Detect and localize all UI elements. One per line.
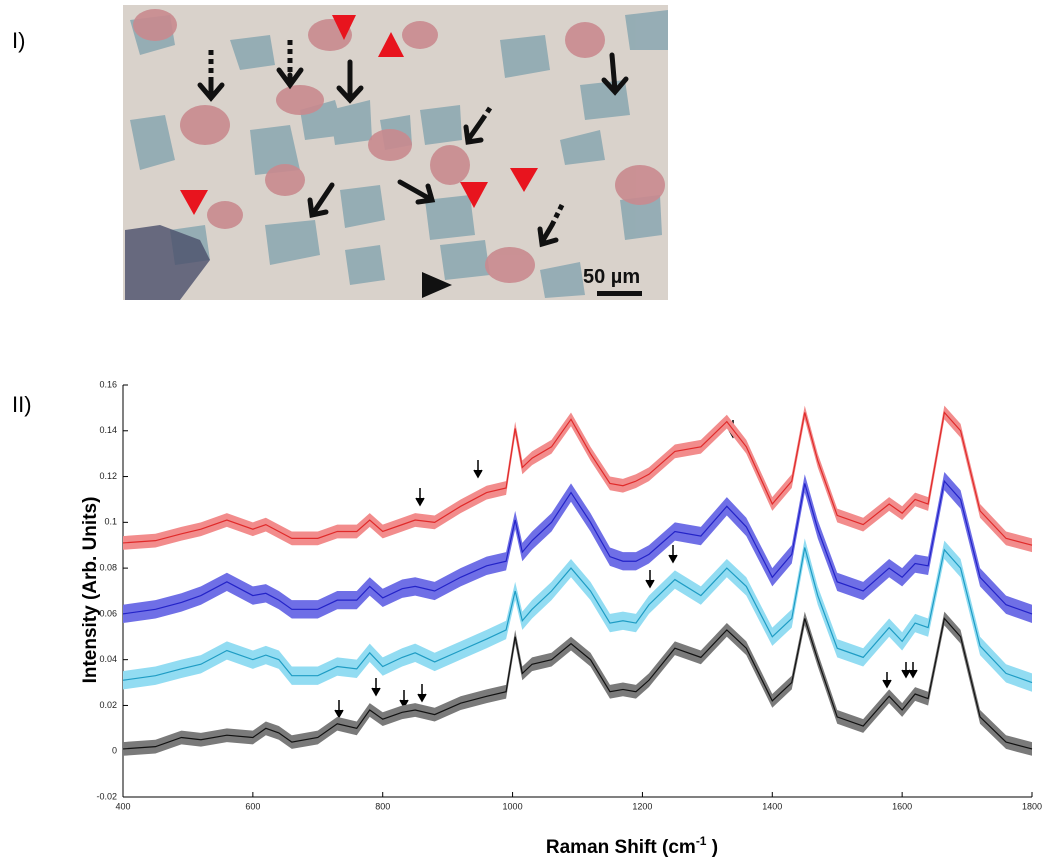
page: I) II) xyxy=(0,0,1045,865)
y-tick-label: 0.12 xyxy=(99,471,117,481)
micrograph: 50 µm xyxy=(123,5,668,300)
y-tick-label: 0.14 xyxy=(99,425,117,435)
y-tick-label: 0.02 xyxy=(99,700,117,710)
y-tick-label: -0.02 xyxy=(96,791,117,801)
scale-bar-label: 50 µm xyxy=(583,266,640,288)
x-tick-label: 1200 xyxy=(632,801,652,811)
error-band xyxy=(123,406,1032,552)
panel-label: II) xyxy=(12,392,32,417)
x-tick-label: 400 xyxy=(115,801,130,811)
error-band xyxy=(123,472,1032,623)
error-band xyxy=(123,538,1032,691)
x-axis-label-end: ) xyxy=(706,837,718,858)
y-tick-label: 0.08 xyxy=(99,562,117,572)
panel-label: I) xyxy=(12,28,25,53)
x-axis-label-sup: -1 xyxy=(696,834,707,848)
x-tick-label: 1800 xyxy=(1022,801,1042,811)
figure: I) II) xyxy=(0,0,1045,865)
x-tick-label: 1600 xyxy=(892,801,912,811)
x-tick-label: 800 xyxy=(375,801,390,811)
x-axis-label: Raman Shift (cm-1 ) xyxy=(546,834,718,858)
y-axis-label: Intensity (Arb. Units) xyxy=(80,497,101,684)
x-tick-label: 1000 xyxy=(503,801,523,811)
y-tick-label: 0.04 xyxy=(99,654,117,664)
y-tick-label: 0 xyxy=(112,746,117,756)
x-tick-label: 600 xyxy=(245,801,260,811)
x-axis-label-text: Raman Shift (cm xyxy=(546,837,696,858)
y-tick-label: 0.06 xyxy=(99,608,117,618)
y-tick-label: 0.16 xyxy=(99,379,117,389)
y-tick-label: 0.1 xyxy=(104,517,117,527)
x-tick-label: 1400 xyxy=(762,801,782,811)
